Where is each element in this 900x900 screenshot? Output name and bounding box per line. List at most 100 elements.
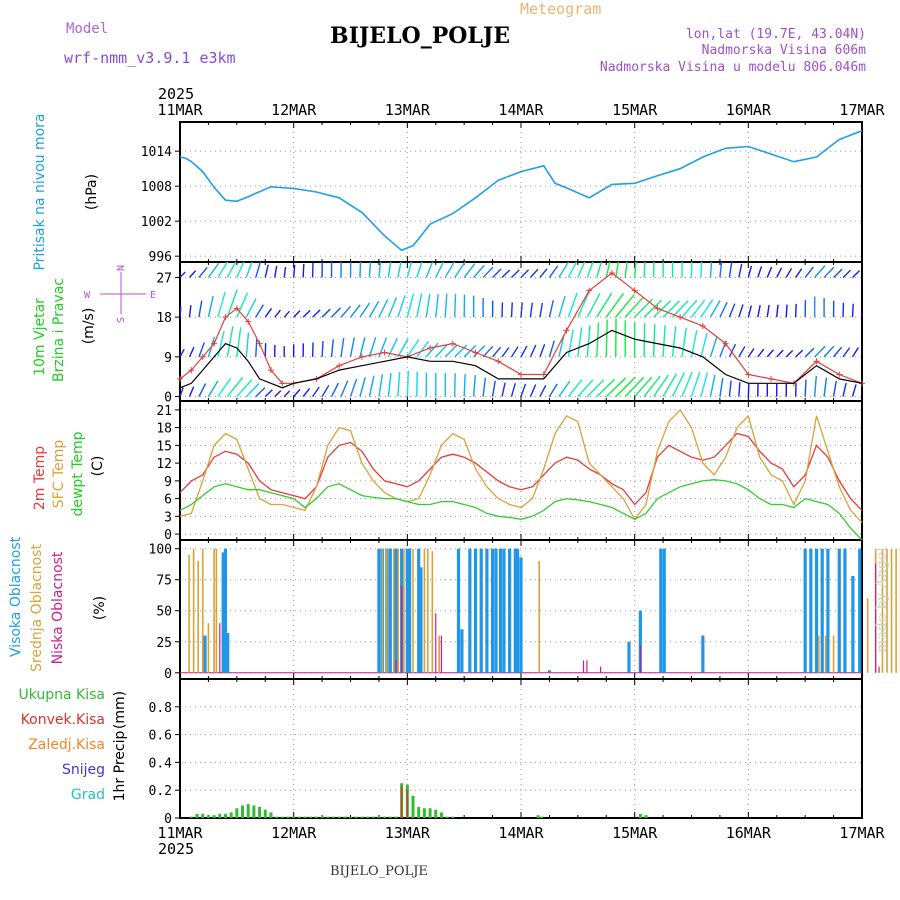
- wind-arrow: [842, 269, 852, 278]
- high-cloud-bar: [515, 548, 520, 673]
- bottom-date-label: 15MAR: [612, 824, 658, 842]
- wind-arrow: [520, 302, 523, 318]
- wind-arrow: [511, 269, 520, 278]
- wind-arrow: [226, 326, 234, 357]
- precip-total-bar: [371, 816, 375, 818]
- wind-arrow: [776, 304, 779, 318]
- wind-arrow: [681, 299, 698, 318]
- wind-arrow: [274, 265, 278, 278]
- wind-arrow: [245, 332, 250, 357]
- y-tick-label: 6: [164, 493, 172, 508]
- mid-cloud-bar: [886, 548, 888, 673]
- wind-arrow: [330, 339, 334, 357]
- y-tick-label: 50: [156, 605, 172, 620]
- high-cloud-bar: [417, 548, 421, 673]
- wind-arrow: [198, 300, 203, 318]
- wind-gust-marker: [677, 314, 684, 321]
- high-cloud-bar: [498, 548, 503, 673]
- wind-arrow: [823, 266, 835, 278]
- wind-arrow: [851, 384, 857, 397]
- legend-ukupna: Ukupna Kisa: [18, 687, 105, 703]
- wind-arrow: [738, 346, 746, 358]
- wind-arrow: [624, 376, 645, 398]
- wind-arrow: [236, 327, 242, 357]
- wind-arrow: [833, 346, 843, 358]
- wind-arrow: [634, 376, 653, 398]
- wind-arrow: [387, 262, 392, 278]
- wind-arrow: [529, 384, 537, 397]
- wind-arrow: [795, 349, 804, 358]
- high-cloud-bar: [508, 548, 512, 673]
- wind-arrow: [662, 373, 678, 397]
- wind-arrow: [501, 382, 506, 397]
- wind-arrow: [510, 346, 519, 358]
- wind-gust-marker: [233, 305, 240, 312]
- wind-arrow: [624, 296, 644, 318]
- wind-gust-marker: [631, 287, 638, 294]
- wind-gust-marker: [245, 318, 252, 325]
- mid-cloud-bar: [188, 554, 190, 673]
- wind-arrow: [814, 265, 826, 278]
- high-cloud-bar: [858, 548, 862, 673]
- meteogram-label: Meteogram: [520, 0, 601, 18]
- temp-ylabel-1: 2m Temp: [32, 446, 48, 510]
- y-tick-label: 9: [164, 351, 172, 366]
- wind-gust-marker: [256, 340, 263, 347]
- high-cloud-bar: [405, 548, 409, 673]
- wind-arrow: [236, 292, 249, 318]
- wind-arrow: [842, 347, 851, 358]
- wind-arrow: [245, 262, 253, 278]
- precip-total-bar: [644, 815, 648, 818]
- mid-cloud-bar: [192, 548, 195, 673]
- low-cloud-bar: [639, 645, 641, 673]
- wind-arrow: [444, 293, 448, 318]
- wind-arrow: [596, 378, 616, 398]
- wind-arrow: [653, 374, 669, 397]
- wind-arrow: [180, 271, 186, 278]
- wind-arrow: [236, 262, 245, 278]
- precip-total-bar: [349, 816, 352, 818]
- mid-cloud-bar: [207, 623, 210, 673]
- wind-arrow: [795, 268, 803, 278]
- bottom-date-label: 14MAR: [498, 824, 544, 842]
- wind-arrow: [662, 325, 666, 357]
- high-cloud-bar: [473, 548, 478, 673]
- wind-arrow: [198, 266, 208, 278]
- wind-arrow: [577, 379, 594, 398]
- mid-cloud-bar: [538, 561, 540, 673]
- precip-total-bar: [360, 816, 364, 818]
- wind-arrow: [463, 345, 477, 358]
- temp-ylabel-2: SFC Temp: [51, 440, 67, 509]
- top-date-label: 14MAR: [498, 101, 544, 119]
- mid-cloud-bar: [890, 548, 893, 673]
- wind-arrow: [539, 268, 548, 278]
- y-tick-label: 9: [164, 475, 172, 490]
- wind-arrow: [255, 339, 258, 357]
- low-cloud-bar: [435, 613, 437, 673]
- precip-total-bar: [246, 804, 250, 818]
- y-tick-label: 0.6: [149, 729, 172, 744]
- wind-arrow: [217, 377, 232, 397]
- wind-arrow: [700, 299, 714, 318]
- wind-arrow: [728, 343, 737, 358]
- wind-arrow: [586, 292, 601, 318]
- wind-arrow: [548, 383, 558, 397]
- pressure-line: [179, 130, 863, 252]
- precip-total-bar: [411, 795, 415, 818]
- wind-arrow: [539, 385, 547, 397]
- wind-arrow: [312, 309, 321, 318]
- wind-arrow: [529, 302, 533, 318]
- wind-arrow: [624, 262, 628, 278]
- precip-total-bar: [258, 806, 262, 818]
- wind-arrow: [359, 302, 371, 318]
- wind-arrow: [264, 264, 269, 278]
- precip-total-bar: [451, 816, 455, 818]
- y-tick-label: 27: [156, 271, 172, 286]
- mid-cloud-bar: [866, 598, 869, 673]
- high-cloud-bar: [638, 610, 642, 673]
- wind-arrow: [255, 387, 266, 398]
- wind-arrow: [501, 347, 510, 358]
- mid-cloud-bar: [215, 548, 218, 673]
- precip-total-bar: [212, 815, 216, 818]
- legend-grad: Grad: [71, 787, 105, 803]
